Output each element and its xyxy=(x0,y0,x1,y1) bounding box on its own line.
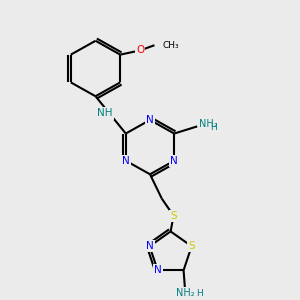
Text: NH₂: NH₂ xyxy=(176,288,194,298)
Text: NH: NH xyxy=(97,109,112,118)
Text: CH₃: CH₃ xyxy=(163,41,179,50)
Text: S: S xyxy=(188,241,195,251)
Text: N: N xyxy=(146,115,154,125)
Text: H: H xyxy=(210,123,217,132)
Text: O: O xyxy=(136,45,144,56)
Text: S: S xyxy=(170,211,177,221)
Text: N: N xyxy=(122,156,130,166)
Text: H: H xyxy=(196,289,203,298)
Text: NH₂: NH₂ xyxy=(199,119,217,129)
Text: N: N xyxy=(170,156,178,166)
Text: N: N xyxy=(154,265,161,275)
Text: N: N xyxy=(146,241,154,251)
